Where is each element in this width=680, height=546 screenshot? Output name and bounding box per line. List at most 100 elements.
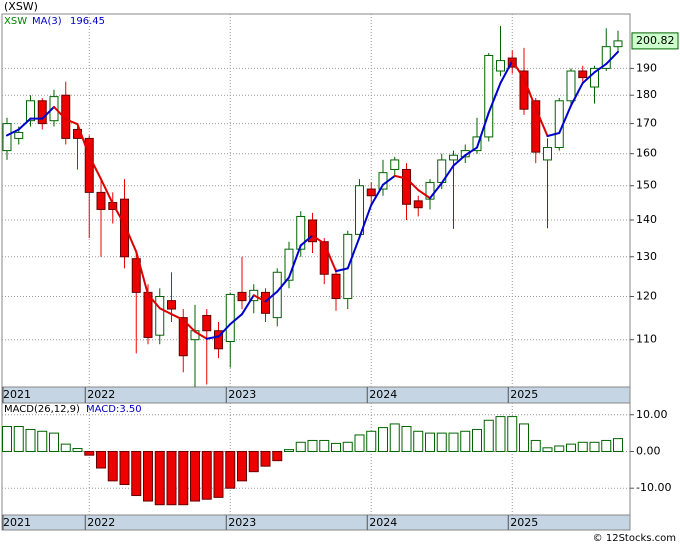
ma-segment [64,118,79,126]
footer: © 12Stocks.com [593,533,676,544]
candle-body [120,198,129,258]
macd-title: MACD(26,12,9) [4,404,80,415]
candle-body [225,293,235,342]
ma-segment [581,71,596,84]
bar [131,450,142,497]
bar [225,450,236,489]
ma-segment [194,330,208,340]
bar [566,443,576,452]
bar [354,434,365,452]
candle-body [155,295,165,336]
ma-segment [487,81,502,114]
ma-segment [217,323,232,338]
bar [237,450,247,482]
ma-segment [170,313,185,321]
ma-segment [558,104,572,135]
year-strip [1,514,631,531]
bar [507,416,518,452]
candle-body [601,46,611,69]
bar [366,430,377,452]
ma-segment [523,77,537,110]
ma-segment [429,182,443,200]
candle-body [296,215,306,250]
candle-body [178,317,188,357]
x-tick-label: 2022 [87,388,115,401]
ma-segment [241,294,255,316]
ma-segment [76,123,91,157]
bar [483,419,494,452]
candle-body [331,273,341,300]
bar [413,430,424,452]
bar [13,426,24,452]
candle-body [449,154,458,161]
ma-segment [511,60,525,80]
bar [448,432,459,452]
ma-segment [123,223,138,253]
y-tick-label: 180 [636,88,657,101]
y-tick-label: 150 [636,179,657,192]
bar [84,450,95,456]
ma-segment [288,244,302,279]
y-tick-label: 190 [636,61,657,74]
bar [554,445,565,452]
candle-body [566,70,576,102]
chart-title: (XSW) [4,0,38,13]
candle-body [319,241,329,275]
x-tick-label: 2024 [369,388,397,401]
candle-body [355,185,364,235]
ma-segment [417,189,431,200]
ma-segment [53,105,67,121]
ma-segment [452,154,467,167]
bar [319,439,330,452]
bar [530,439,541,452]
x-tick-label: 2022 [87,516,115,529]
ma-segment [323,242,337,273]
candle-body [37,100,47,125]
bar [213,450,224,498]
ma-segment [593,62,608,74]
y-tick-label: 160 [636,147,657,160]
bar [495,416,506,452]
ma-segment [6,128,20,137]
bar [401,426,412,452]
ma-segment [264,290,279,303]
bar [295,441,306,452]
candle-body [2,123,12,152]
bar [201,450,212,500]
candle-body [578,70,588,79]
bar [460,430,471,452]
bar [2,426,12,452]
y-tick-label: -10.00 [636,481,671,494]
ma-segment [88,154,102,181]
legend: XSW [4,16,27,27]
ma-segment [405,177,420,192]
ma-segment [158,307,173,316]
ma-segment [205,335,220,340]
candle-body [237,291,247,302]
ma-segment [570,81,584,107]
bar [248,450,259,473]
bar [389,423,400,452]
ma-segment [182,318,196,333]
ma-segment [464,146,478,157]
ma-segment [546,132,561,138]
bar [378,427,388,452]
y-tick-label: 130 [636,250,657,263]
bar [589,441,600,452]
ma-segment [17,117,32,131]
candle-body [167,300,176,310]
y-tick-label: 170 [636,117,657,130]
bar [307,439,318,452]
last-price-box [631,32,679,50]
candle-body [308,219,317,243]
last-price-label: 200.82 [636,34,675,47]
ma-segment [135,250,149,296]
x-tick-label: 2021 [3,388,31,401]
bar [436,432,447,452]
bar [425,432,435,452]
bar [331,442,341,452]
candle-body [26,100,35,122]
candle-body [202,314,212,332]
bar [601,439,612,452]
ma-segment [276,276,290,293]
